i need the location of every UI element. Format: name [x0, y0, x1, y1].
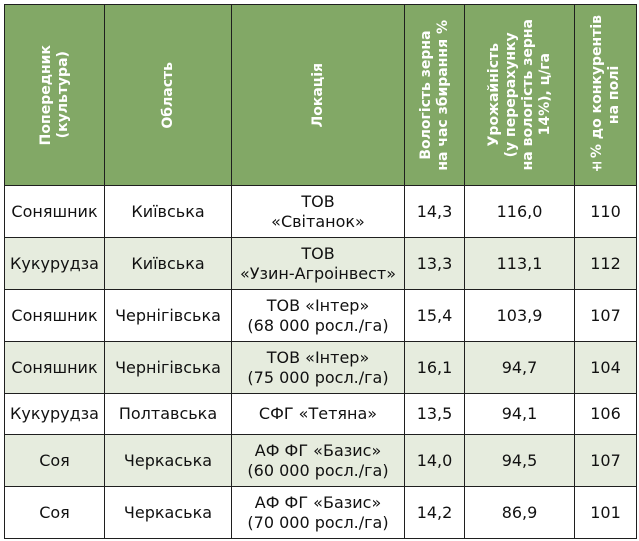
cell-region: Чернігівська [104, 341, 232, 394]
cell-region: Чернігівська [104, 289, 232, 342]
cell-predecessor: Кукурудза [4, 393, 105, 435]
cell-vs-competitors: 106 [574, 393, 637, 435]
cell-yield: 94,5 [464, 434, 575, 487]
table-row: Соя Черкаська АФ ФГ «Базис» (70 000 росл… [4, 486, 637, 539]
header-moisture: Вологість зерна на час збирання % [404, 4, 465, 186]
cell-moisture: 16,1 [404, 341, 465, 394]
header-row: Попередник (культура) Область Локація Во… [4, 4, 637, 186]
cell-location: АФ ФГ «Базис» (60 000 росл./га) [231, 434, 405, 487]
cell-yield: 113,1 [464, 237, 575, 290]
cell-moisture: 14,2 [404, 486, 465, 539]
cell-yield: 94,1 [464, 393, 575, 435]
cell-yield: 94,7 [464, 341, 575, 394]
cell-yield: 86,9 [464, 486, 575, 539]
cell-vs-competitors: 110 [574, 185, 637, 238]
cell-region: Черкаська [104, 434, 232, 487]
cell-vs-competitors: 107 [574, 434, 637, 487]
cell-moisture: 13,3 [404, 237, 465, 290]
cell-vs-competitors: 104 [574, 341, 637, 394]
cell-location: ТОВ «Світанок» [231, 185, 405, 238]
cell-vs-competitors: 112 [574, 237, 637, 290]
cell-moisture: 15,4 [404, 289, 465, 342]
cell-region: Полтавська [104, 393, 232, 435]
header-vs-competitors: ±% до конкурентів на полі [574, 4, 637, 186]
cell-yield: 116,0 [464, 185, 575, 238]
header-yield: Урожайність (у перерахунку на вологість … [464, 4, 575, 186]
cell-location: ТОВ «Інтер» (75 000 росл./га) [231, 341, 405, 394]
cell-vs-competitors: 101 [574, 486, 637, 539]
table-row: Кукурудза Київська ТОВ «Узин-Агроінвест»… [4, 237, 637, 290]
cell-region: Київська [104, 185, 232, 238]
cell-location: ТОВ «Інтер» (68 000 росл./га) [231, 289, 405, 342]
table-row: Соняшник Київська ТОВ «Світанок» 14,3 11… [4, 185, 637, 238]
cell-predecessor: Соняшник [4, 185, 105, 238]
cell-location: СФГ «Тетяна» [231, 393, 405, 435]
header-region: Область [104, 4, 232, 186]
cell-predecessor: Соя [4, 486, 105, 539]
table-row: Соя Черкаська АФ ФГ «Базис» (60 000 росл… [4, 434, 637, 487]
header-predecessor: Попередник (культура) [4, 4, 105, 186]
table-row: Кукурудза Полтавська СФГ «Тетяна» 13,5 9… [4, 393, 637, 435]
table-row: Соняшник Чернігівська ТОВ «Інтер» (68 00… [4, 289, 637, 342]
table-row: Соняшник Чернігівська ТОВ «Інтер» (75 00… [4, 341, 637, 394]
cell-moisture: 14,0 [404, 434, 465, 487]
cell-location: АФ ФГ «Базис» (70 000 росл./га) [231, 486, 405, 539]
cell-predecessor: Соя [4, 434, 105, 487]
cell-region: Київська [104, 237, 232, 290]
header-location: Локація [231, 4, 405, 186]
cell-moisture: 13,5 [404, 393, 465, 435]
cell-moisture: 14,3 [404, 185, 465, 238]
cell-yield: 103,9 [464, 289, 575, 342]
cell-predecessor: Соняшник [4, 289, 105, 342]
cell-location: ТОВ «Узин-Агроінвест» [231, 237, 405, 290]
cell-vs-competitors: 107 [574, 289, 637, 342]
cell-predecessor: Соняшник [4, 341, 105, 394]
cell-region: Черкаська [104, 486, 232, 539]
cell-predecessor: Кукурудза [4, 237, 105, 290]
results-table: Попередник (культура) Область Локація Во… [4, 4, 637, 539]
